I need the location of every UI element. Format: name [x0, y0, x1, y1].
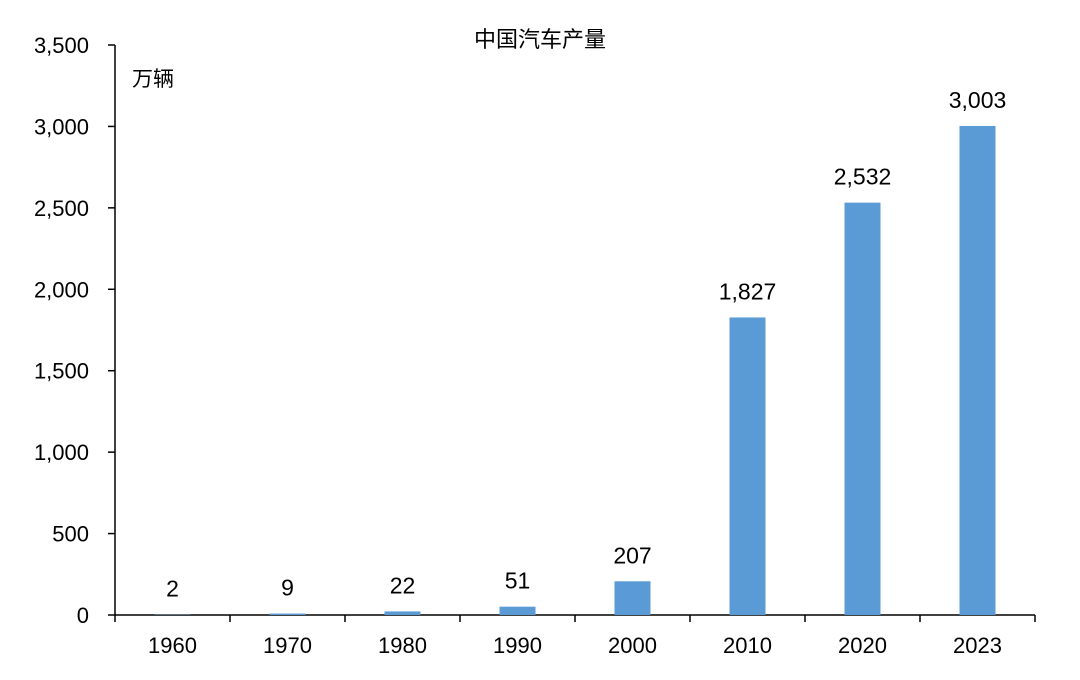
data-label: 9 — [281, 575, 294, 601]
x-tick-label: 2010 — [723, 633, 772, 658]
y-tick-label: 2,000 — [34, 277, 89, 302]
x-tick-label: 1960 — [148, 633, 197, 658]
bar — [269, 613, 306, 615]
bar — [384, 611, 421, 615]
x-tick-label: 2020 — [838, 633, 887, 658]
data-label: 2,532 — [834, 164, 892, 190]
bars — [154, 125, 996, 615]
data-label: 2 — [166, 576, 179, 602]
data-labels: 2 9 22 51 207 1,827 2,532 3,003 — [166, 87, 1006, 602]
data-label: 51 — [505, 568, 531, 594]
y-tick-label: 3,500 — [34, 33, 89, 58]
y-tick-label: 500 — [52, 522, 89, 547]
y-tick-label: 1,000 — [34, 440, 89, 465]
y-tick-label: 2,500 — [34, 196, 89, 221]
x-tick-label: 1970 — [263, 633, 312, 658]
data-label: 1,827 — [719, 278, 777, 304]
y-unit-label: 万辆 — [132, 67, 174, 91]
x-tick-label: 1980 — [378, 633, 427, 658]
bar — [729, 317, 766, 615]
chart-title: 中国汽车产量 — [474, 28, 606, 53]
y-axis: 0 500 1,000 1,500 2,000 2,500 3,000 3,500 — [34, 33, 116, 628]
bar — [959, 125, 996, 615]
bar — [499, 606, 536, 615]
data-label: 207 — [613, 542, 651, 568]
x-tick-label: 2000 — [608, 633, 657, 658]
x-axis: 1960 1970 1980 1990 2000 2010 2020 2023 — [114, 614, 1036, 658]
y-tick-label: 1,500 — [34, 359, 89, 384]
bar — [844, 202, 881, 615]
y-tick-label: 3,000 — [34, 114, 89, 139]
data-label: 3,003 — [949, 87, 1007, 113]
bar — [614, 581, 651, 615]
x-tick-label: 1990 — [493, 633, 542, 658]
y-tick-label: 0 — [77, 603, 89, 628]
x-tick-label: 2023 — [953, 633, 1002, 658]
data-label: 22 — [390, 572, 416, 598]
